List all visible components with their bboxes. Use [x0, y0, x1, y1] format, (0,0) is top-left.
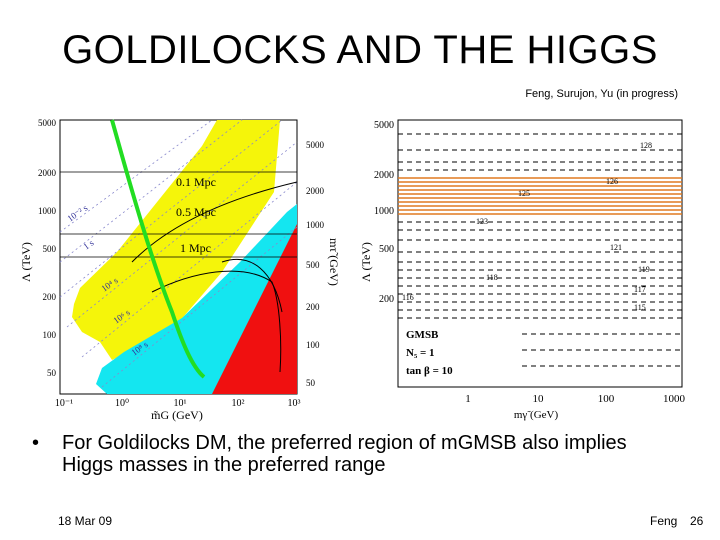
- legend-line: tan β = 10: [406, 365, 453, 377]
- bullet-text: For Goldilocks DM, the preferred region …: [62, 432, 627, 476]
- footer-date: 18 Mar 09: [58, 514, 113, 528]
- right-y-tick: 200: [306, 302, 320, 312]
- left-plot: 5000 2000 1000 500 200 100 50 5000 2000 …: [19, 118, 341, 422]
- footer-author: Feng: [650, 514, 678, 528]
- higgs-label: 117: [634, 285, 646, 294]
- right-plot-y-tick: 5000: [374, 120, 394, 131]
- left-y-tick: 2000: [38, 168, 57, 178]
- higgs-label: 126: [606, 177, 618, 186]
- higgs-label: 116: [402, 293, 414, 302]
- left-y-tick: 100: [43, 330, 57, 340]
- right-plot-y-tick: 2000: [374, 170, 394, 181]
- page-number: 26: [690, 514, 704, 528]
- higgs-label: 121: [610, 243, 622, 252]
- right-y-tick: 2000: [306, 186, 325, 196]
- higgs-label: 128: [640, 141, 652, 150]
- higgs-label: 123: [476, 217, 488, 226]
- right-plot-y-label: Λ (TeV): [359, 242, 373, 282]
- right-plot-y-tick: 1000: [374, 206, 394, 217]
- left-y-tick: 500: [43, 244, 57, 254]
- bullet-dot-icon: •: [32, 432, 40, 454]
- credit-text: Feng, Surujon, Yu (in progress): [525, 88, 678, 100]
- legend-line: N₅ = 1: [406, 347, 435, 359]
- green-line: [110, 119, 206, 379]
- left-y-tick: 50: [47, 368, 57, 378]
- left-x-tick: 10¹: [174, 398, 187, 409]
- higgs-label: 118: [486, 273, 498, 282]
- right-plot: 5000 2000 1000 500 200 1 10 100 1000 mγ̃…: [359, 119, 686, 421]
- right-plot-x-label: mγ̃ (GeV): [514, 409, 559, 421]
- right-plot-x-tick: 1: [465, 393, 471, 405]
- right-y-tick: 5000: [306, 140, 325, 150]
- left-x-tick: 10³: [288, 398, 301, 409]
- higgs-label: 125: [518, 189, 530, 198]
- right-plot-x-tick: 100: [598, 393, 615, 405]
- contour-label: 1 Mpc: [180, 241, 211, 255]
- legend-line: GMSB: [406, 329, 439, 341]
- left-x-tick: 10⁻¹: [55, 398, 73, 409]
- left-y-label: Λ (TeV): [19, 242, 33, 282]
- higgs-label: 115: [634, 303, 646, 312]
- left-y-tick: 200: [43, 292, 57, 302]
- red-region: [212, 224, 297, 394]
- right-plot-y-tick: 200: [379, 294, 394, 305]
- right-plot-x-tick: 10: [533, 393, 545, 405]
- contour-label: 0.1 Mpc: [176, 175, 216, 189]
- right-y-tick: 500: [306, 260, 320, 270]
- contour-label: 0.5 Mpc: [176, 205, 216, 219]
- left-x-tick: 10²: [232, 398, 245, 409]
- left-y-tick: 1000: [38, 206, 57, 216]
- right-y-tick: 50: [306, 378, 316, 388]
- slide-title: GOLDILOCKS AND THE HIGGS: [62, 28, 658, 72]
- left-x-label: m̃G (GeV): [151, 408, 203, 422]
- right-plot-y-tick: 500: [379, 244, 394, 255]
- yellow-region: [72, 120, 280, 360]
- left-x-tick: 10⁰: [115, 398, 129, 409]
- right-y-tick: 100: [306, 340, 320, 350]
- right-y-tick: 1000: [306, 220, 325, 230]
- left-y-tick: 5000: [38, 118, 57, 128]
- higgs-label: 119: [638, 265, 650, 274]
- right-plot-x-tick: 1000: [663, 393, 686, 405]
- right-y-label: mτ̃ (GeV): [327, 238, 341, 286]
